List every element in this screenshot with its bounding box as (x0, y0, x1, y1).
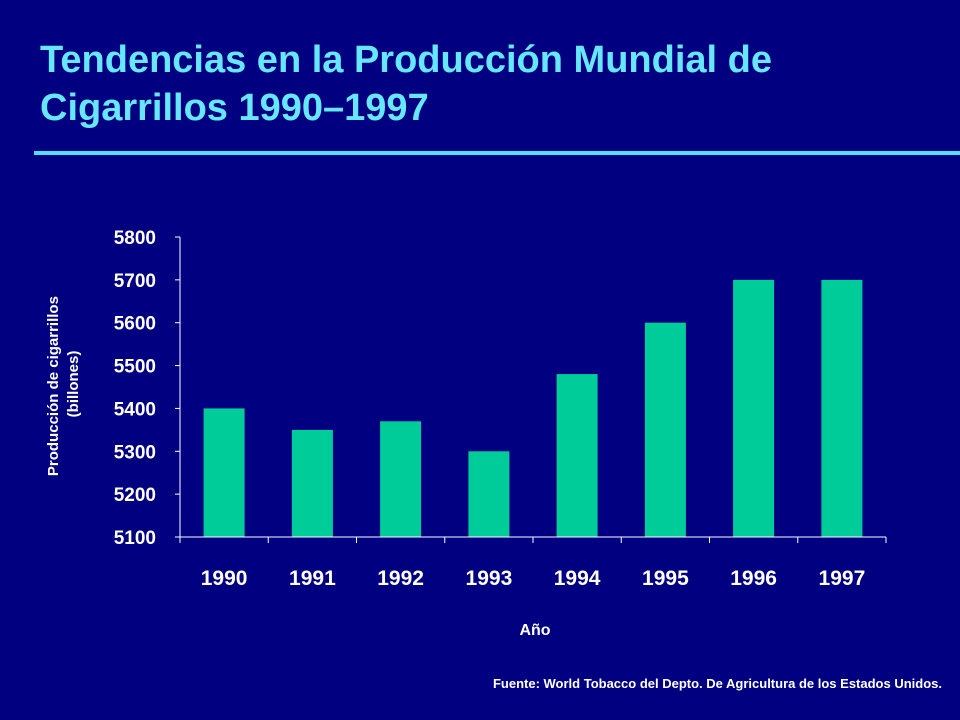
y-tick-label-5300: 5300 (114, 442, 156, 463)
x-tick-label-1997: 1997 (819, 567, 866, 590)
x-tick-labels: 1990 1991 1992 1993 1994 1995 1996 1997 (201, 567, 866, 590)
x-tick-label-1993: 1993 (466, 567, 513, 590)
slide-title: Tendencias en la Producción Mundial de C… (40, 39, 772, 129)
bar-1996 (733, 279, 775, 537)
x-tick-label-1990: 1990 (201, 567, 248, 590)
y-tick-label-5600: 5600 (114, 314, 156, 335)
x-tick-label-1996: 1996 (730, 567, 777, 590)
bar-1997 (821, 279, 863, 537)
y-tick-label-5500: 5500 (114, 357, 156, 378)
y-tick-label-5700: 5700 (114, 271, 156, 292)
source-note: Fuente: World Tobacco del Depto. De Agri… (492, 676, 942, 691)
y-tick-labels: 5100 5200 5300 5400 5500 5600 5700 5800 (114, 228, 156, 549)
x-tick-label-1991: 1991 (289, 567, 336, 590)
y-tick-label-5400: 5400 (114, 399, 156, 420)
x-tick-label-1994: 1994 (554, 567, 601, 590)
bar-1995 (644, 322, 686, 537)
x-tick-label-1995: 1995 (642, 567, 689, 590)
title-underline (34, 151, 960, 155)
bar-1992 (380, 421, 422, 537)
y-tick-label-5800: 5800 (114, 228, 156, 249)
x-axis-label: Año (519, 622, 550, 639)
bar-1990 (203, 408, 245, 537)
y-tick-label-5200: 5200 (114, 485, 156, 506)
bar-1993 (468, 451, 510, 537)
x-tick-label-1992: 1992 (377, 567, 424, 590)
y-axis-label: Producción de cigarrillos (billones) (45, 292, 82, 476)
y-tick-label-5100: 5100 (114, 528, 156, 549)
axes-group (175, 236, 887, 543)
bar-1991 (291, 429, 333, 537)
bar-1994 (556, 374, 598, 537)
y-axis-label-line-2: (billones) (65, 351, 82, 418)
y-axis-label-line-1: Producción de cigarrillos (45, 296, 62, 476)
bars-group (203, 279, 863, 537)
